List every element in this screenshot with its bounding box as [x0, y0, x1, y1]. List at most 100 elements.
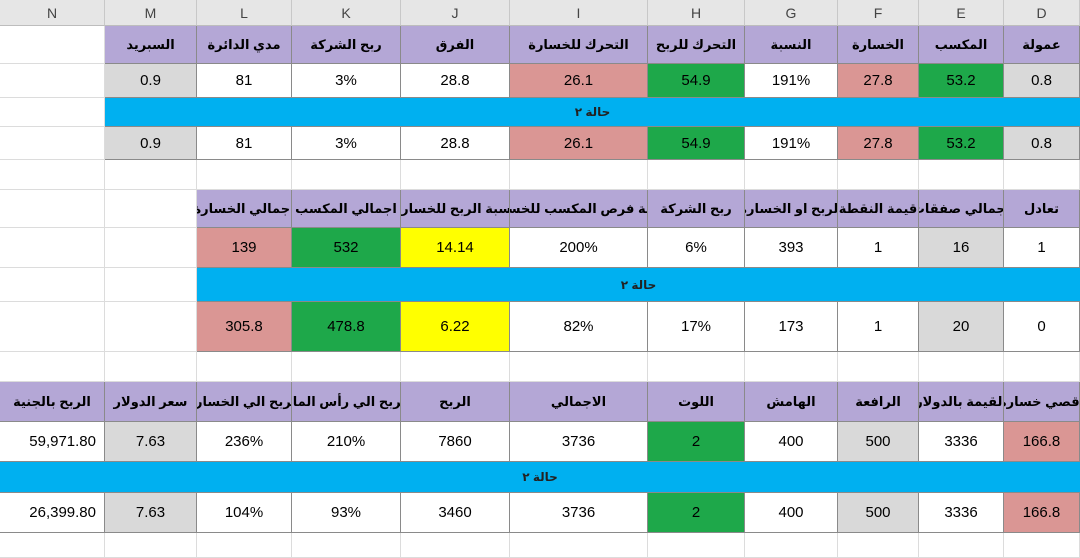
table2-row2-cell[interactable]: 1 — [838, 302, 919, 352]
grid-cell[interactable] — [0, 160, 105, 190]
table1-row1-cell[interactable]: 26.1 — [510, 64, 648, 98]
column-header-L[interactable]: L — [197, 0, 292, 26]
table3-row2-cell[interactable]: 3460 — [401, 493, 510, 533]
grid-cell[interactable] — [0, 26, 105, 64]
grid-cell[interactable] — [105, 302, 197, 352]
table3-row2-cell[interactable]: 500 — [838, 493, 919, 533]
table3-row1-cell[interactable]: 59,971.80 — [0, 422, 105, 462]
grid-cell[interactable] — [197, 533, 292, 558]
table1-row1-cell[interactable]: 0.9 — [105, 64, 197, 98]
grid-cell[interactable] — [838, 533, 919, 558]
column-header-N[interactable]: N — [0, 0, 105, 26]
table2-header-cell[interactable]: الربح او الخسارة — [745, 190, 838, 228]
grid-cell[interactable] — [838, 352, 919, 382]
table3-row1-cell[interactable]: 400 — [745, 422, 838, 462]
table1-row1-cell[interactable]: 28.8 — [401, 64, 510, 98]
table3-row1-cell[interactable]: 166.8 — [1004, 422, 1080, 462]
table3-row2-cell[interactable]: 400 — [745, 493, 838, 533]
grid-cell[interactable] — [292, 160, 401, 190]
table3-row1-cell[interactable]: 7.63 — [105, 422, 197, 462]
table1-case2-bar[interactable]: حالة ٢ — [105, 98, 1080, 127]
grid-cell[interactable] — [105, 533, 197, 558]
column-header-K[interactable]: K — [292, 0, 401, 26]
grid-cell[interactable] — [648, 533, 745, 558]
column-header-M[interactable]: M — [105, 0, 197, 26]
table3-header-cell[interactable]: الاجمالي — [510, 382, 648, 422]
table3-header-cell[interactable]: اللوت — [648, 382, 745, 422]
grid-cell[interactable] — [0, 268, 105, 302]
table1-row1-cell[interactable]: 3% — [292, 64, 401, 98]
table2-case2-bar[interactable]: حالة ٢ — [197, 268, 1080, 302]
grid-cell[interactable] — [401, 533, 510, 558]
grid-cell[interactable] — [197, 352, 292, 382]
table2-row2-cell[interactable]: 6.22 — [401, 302, 510, 352]
grid-cell[interactable] — [0, 228, 105, 268]
grid-cell[interactable] — [0, 98, 105, 127]
table1-header-cell[interactable]: التحرك للربح — [648, 26, 745, 64]
table1-header-cell[interactable]: التحرك للخسارة — [510, 26, 648, 64]
table1-row2-cell[interactable]: 26.1 — [510, 127, 648, 160]
grid-cell[interactable] — [745, 352, 838, 382]
table2-row2-cell[interactable]: 0 — [1004, 302, 1080, 352]
grid-cell[interactable] — [197, 160, 292, 190]
table3-header-cell[interactable]: الربح الي رأس المال — [292, 382, 401, 422]
table2-row1-cell[interactable]: 1 — [1004, 228, 1080, 268]
grid-cell[interactable] — [510, 352, 648, 382]
grid-cell[interactable] — [0, 533, 105, 558]
column-header-F[interactable]: F — [838, 0, 919, 26]
table2-row2-cell[interactable]: 17% — [648, 302, 745, 352]
grid-cell[interactable] — [510, 533, 648, 558]
table2-header-cell[interactable]: ربح الشركة — [648, 190, 745, 228]
table1-row1-cell[interactable]: 0.8 — [1004, 64, 1080, 98]
grid-cell[interactable] — [105, 352, 197, 382]
grid-cell[interactable] — [510, 160, 648, 190]
table2-row2-cell[interactable]: 305.8 — [197, 302, 292, 352]
grid-cell[interactable] — [292, 533, 401, 558]
table2-row2-cell[interactable]: 478.8 — [292, 302, 401, 352]
table1-row1-cell[interactable]: 27.8 — [838, 64, 919, 98]
table1-row2-cell[interactable]: 81 — [197, 127, 292, 160]
grid-cell[interactable] — [105, 228, 197, 268]
table3-case2-bar[interactable]: حالة ٢ — [0, 462, 1080, 493]
grid-cell[interactable] — [1004, 533, 1080, 558]
table1-row2-cell[interactable]: 3% — [292, 127, 401, 160]
column-header-D[interactable]: D — [1004, 0, 1080, 26]
column-header-H[interactable]: H — [648, 0, 745, 26]
table2-row1-cell[interactable]: 393 — [745, 228, 838, 268]
table1-row2-cell[interactable]: 0.8 — [1004, 127, 1080, 160]
grid-cell[interactable] — [648, 352, 745, 382]
table1-row2-cell[interactable]: 54.9 — [648, 127, 745, 160]
table1-header-cell[interactable]: المكسب — [919, 26, 1004, 64]
table2-header-cell[interactable]: اجمالي الخسارة — [197, 190, 292, 228]
table2-header-cell[interactable]: تعادل — [1004, 190, 1080, 228]
grid-cell[interactable] — [401, 160, 510, 190]
table3-row1-cell[interactable]: 500 — [838, 422, 919, 462]
table3-header-cell[interactable]: الرافعة — [838, 382, 919, 422]
column-header-G[interactable]: G — [745, 0, 838, 26]
table3-header-cell[interactable]: سعر الدولار — [105, 382, 197, 422]
table2-row1-cell[interactable]: 532 — [292, 228, 401, 268]
table1-header-cell[interactable]: ربح الشركة — [292, 26, 401, 64]
table1-header-cell[interactable]: مدي الدائرة — [197, 26, 292, 64]
table3-row1-cell[interactable]: 236% — [197, 422, 292, 462]
table2-row2-cell[interactable]: 20 — [919, 302, 1004, 352]
grid-cell[interactable] — [105, 268, 197, 302]
grid-cell[interactable] — [838, 160, 919, 190]
grid-cell[interactable] — [0, 127, 105, 160]
table1-header-cell[interactable]: الفرق — [401, 26, 510, 64]
table1-row2-cell[interactable]: 53.2 — [919, 127, 1004, 160]
table1-row1-cell[interactable]: 54.9 — [648, 64, 745, 98]
table1-row1-cell[interactable]: 53.2 — [919, 64, 1004, 98]
table2-header-cell[interactable]: اجمالي المكسب — [292, 190, 401, 228]
table3-row2-cell[interactable]: 93% — [292, 493, 401, 533]
table2-row1-cell[interactable]: 16 — [919, 228, 1004, 268]
table2-header-cell[interactable]: نسبة فرص المكسب للخسارة — [510, 190, 648, 228]
column-header-J[interactable]: J — [401, 0, 510, 26]
table2-row1-cell[interactable]: 6% — [648, 228, 745, 268]
table3-row1-cell[interactable]: 210% — [292, 422, 401, 462]
grid-cell[interactable] — [105, 190, 197, 228]
table3-row1-cell[interactable]: 2 — [648, 422, 745, 462]
table3-row1-cell[interactable]: 3336 — [919, 422, 1004, 462]
grid-cell[interactable] — [919, 160, 1004, 190]
grid-cell[interactable] — [0, 302, 105, 352]
